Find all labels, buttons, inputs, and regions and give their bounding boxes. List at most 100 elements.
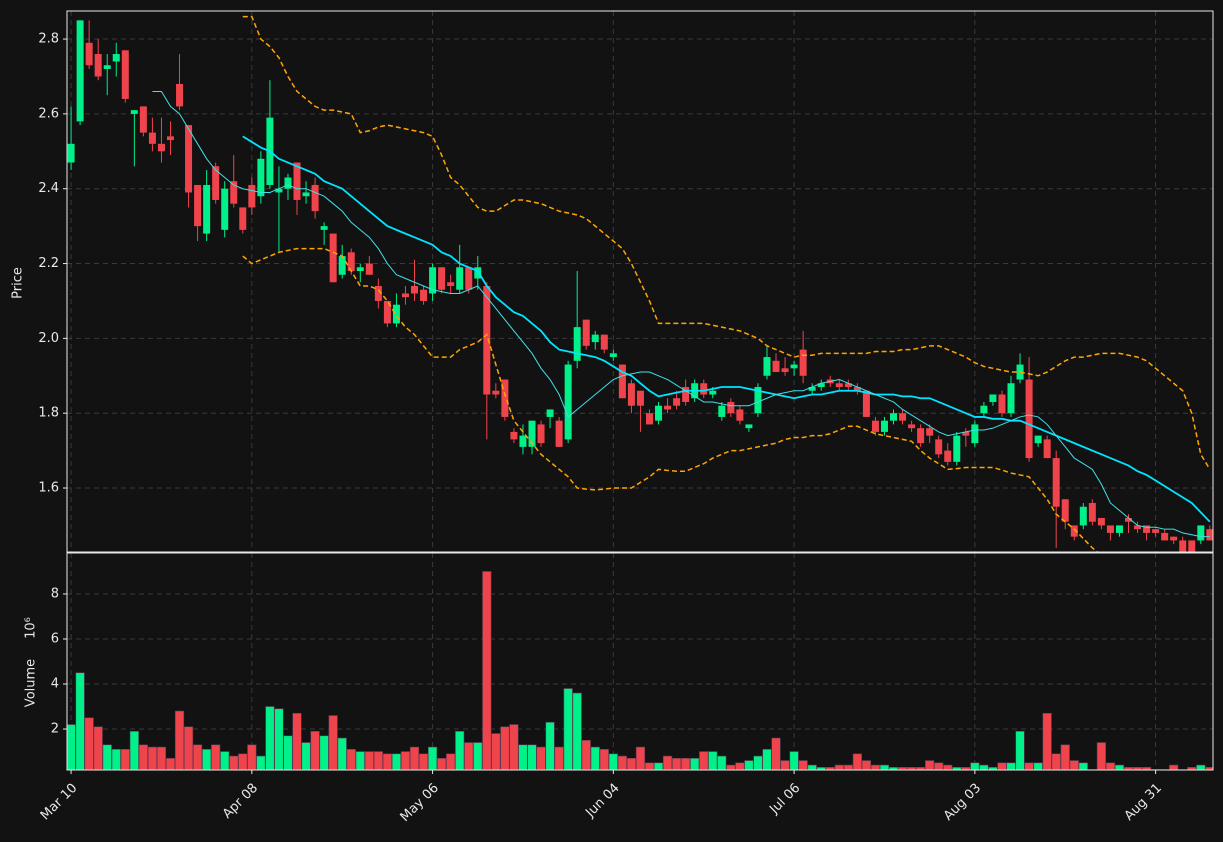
indicator-line	[242, 135, 1211, 523]
volume-bar	[888, 766, 899, 770]
volume-bar	[138, 744, 148, 770]
volume-bar	[256, 755, 266, 770]
candle-body	[67, 143, 75, 163]
volume-bar	[509, 724, 519, 770]
volume-bar	[473, 742, 483, 770]
volume-bar	[220, 751, 230, 770]
candle-body	[311, 184, 319, 212]
volume-bar	[355, 751, 365, 770]
candle-body	[438, 267, 446, 290]
volume-bar	[1205, 766, 1213, 770]
candle-body	[1134, 525, 1142, 530]
volume-bar	[1169, 764, 1179, 770]
volume-bar	[1060, 744, 1070, 770]
volume-bar	[1141, 766, 1152, 770]
candle-body	[293, 162, 301, 200]
volume-bars	[67, 571, 1213, 770]
candle-body	[239, 207, 247, 230]
volume-bar	[934, 762, 944, 770]
volume-bar	[653, 762, 664, 770]
volume-bar	[554, 746, 564, 770]
y-tick-label: 2.0	[38, 331, 59, 346]
volume-bar	[1114, 764, 1125, 770]
candle-body	[582, 319, 590, 346]
volume-bar	[780, 760, 790, 770]
candle-body	[429, 267, 437, 294]
candle-body	[1088, 502, 1096, 522]
candle-body	[917, 428, 925, 444]
candle-body	[1161, 532, 1169, 541]
candle-body	[546, 409, 554, 417]
candle-body	[347, 252, 355, 272]
candles	[67, 15, 1213, 552]
volume-bar	[879, 764, 890, 770]
candle-body	[862, 390, 870, 417]
candle-body	[700, 383, 708, 395]
candle-body	[962, 431, 970, 436]
volume-bar	[1006, 762, 1016, 770]
candle-body	[356, 267, 364, 272]
candle-body	[420, 289, 428, 301]
volume-bar	[635, 746, 646, 770]
volume-bar	[337, 737, 347, 770]
volume-bar	[581, 739, 591, 770]
volume-bar	[1042, 712, 1052, 770]
volume-bar	[861, 760, 871, 770]
candle-body	[871, 420, 879, 432]
volume-bar	[744, 760, 754, 770]
volume-bar	[617, 755, 627, 770]
y-tick-label: 2.6	[38, 106, 59, 121]
candle-body	[1143, 525, 1151, 533]
volume-bar	[943, 764, 953, 770]
candle-body	[510, 431, 518, 440]
candle-body	[754, 387, 762, 414]
volume-bar	[997, 762, 1007, 770]
candle-body	[1197, 525, 1205, 541]
candle-body	[627, 383, 635, 406]
candle-body	[664, 405, 672, 410]
candle-body	[835, 383, 843, 388]
y-tick-label: 4	[51, 677, 59, 692]
candle-body	[890, 413, 898, 421]
candle-body	[745, 424, 753, 429]
candle-body	[157, 143, 165, 152]
candle-body	[248, 184, 256, 208]
candle-body	[528, 420, 536, 447]
candle-body	[302, 192, 310, 197]
volume-bar	[346, 748, 356, 770]
volume-bar	[147, 746, 158, 770]
candle-body	[501, 379, 509, 417]
candle-body	[130, 110, 138, 114]
volume-bar	[1187, 766, 1197, 770]
volume-bar	[897, 766, 908, 770]
volume-bar	[1132, 766, 1143, 770]
candle-body	[537, 424, 545, 444]
volume-bar	[843, 764, 853, 770]
candle-body	[682, 387, 690, 402]
volume-bar	[111, 748, 121, 770]
candle-body	[799, 349, 807, 376]
volume-bar	[979, 764, 989, 770]
candle-body	[555, 420, 563, 447]
candle-body	[284, 177, 292, 189]
candle-body	[148, 132, 156, 144]
volume-bar	[491, 733, 501, 770]
candle-body	[989, 394, 997, 402]
volume-bar	[1015, 730, 1025, 770]
volume-bar	[102, 744, 112, 770]
candle-body	[727, 401, 735, 414]
candle-body	[1152, 529, 1160, 533]
candle-body	[1124, 517, 1132, 522]
candle-body	[483, 285, 491, 395]
candle-body	[103, 65, 111, 69]
volume-bar	[283, 735, 293, 770]
candle-body	[230, 181, 238, 204]
volume-bar	[599, 748, 609, 770]
volume-bar	[590, 746, 600, 770]
volume-bar	[373, 751, 383, 770]
volume-bar	[789, 751, 799, 770]
candle-body	[374, 285, 382, 301]
volume-bar	[183, 726, 194, 770]
candle-body	[1115, 525, 1123, 533]
volume-bar	[156, 746, 167, 770]
